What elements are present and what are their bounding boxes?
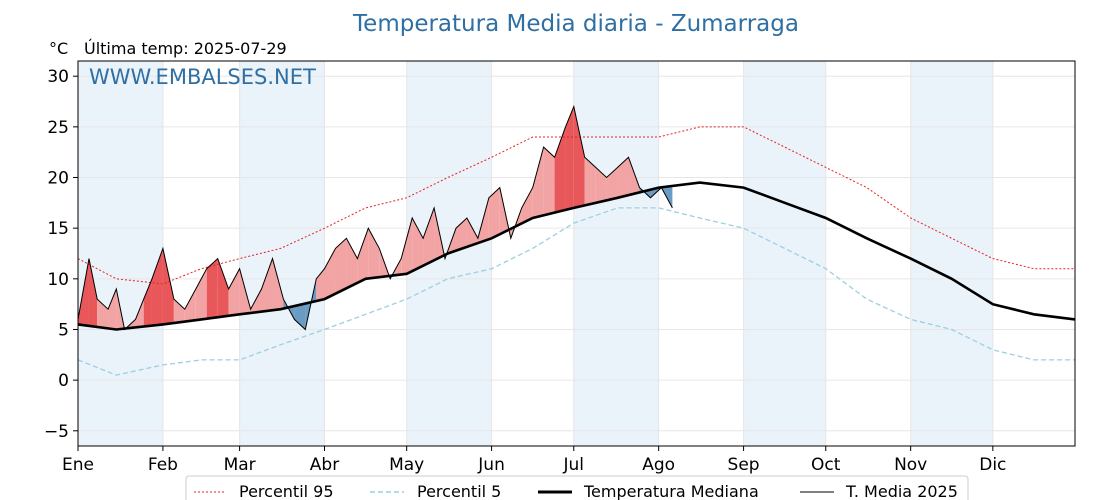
y-tick-label: 30 [47,67,69,87]
fill-above-median [272,258,284,311]
fill-above-median [143,278,152,327]
x-tick-label: Jul [563,455,585,475]
x-tick-label: Mar [224,455,256,475]
y-axis-ticks: −5 0 5 10 15 20 25 30 [44,67,78,442]
fill-above-median [357,228,369,283]
fill-above-median [628,157,640,196]
x-tick-label: Abr [310,455,339,475]
fill-above-median [88,258,98,327]
legend: Percentil 95 Percentil 5 Temperatura Med… [185,475,969,500]
series-line-p5 [77,207,1075,376]
x-tick-label: Feb [148,455,178,475]
y-tick-label: 10 [47,270,69,290]
month-bands [78,61,993,446]
x-tick-label: Ene [62,455,94,475]
series-line-median [77,181,1076,331]
legend-label-median: Temperatura Mediana [583,482,759,500]
fill-above-median [217,258,229,318]
fill-above-median [206,258,218,319]
fill-above-median [401,218,413,275]
month-band [78,61,163,446]
x-tick-label: Nov [894,455,927,475]
plot-frame [77,60,1076,447]
x-tick-label: Ago [642,455,675,475]
month-band [573,61,659,446]
fill-above-median [423,207,435,266]
legend-label-p5: Percentil 5 [417,482,501,500]
fill-above-median [108,288,117,330]
fill-above-median [228,268,240,316]
fill-above-median [584,157,596,206]
y-tick-label: 20 [47,169,69,189]
fill-above-median [554,126,566,213]
fill-above-median [617,157,629,198]
fill-above-median [595,167,607,203]
last-temp-label: Última temp: 2025-07-29 [84,39,287,58]
fill-above-median [368,228,380,279]
y-tick-label: 5 [58,320,69,340]
fill-above-median [412,218,424,272]
month-band [239,61,325,446]
y-tick-label: −5 [44,422,69,442]
fill-above-median [532,147,544,219]
y-tick-label: 25 [47,118,69,138]
fill-above-median [97,299,109,329]
fill-above-median [324,248,336,300]
fill-above-median [573,106,585,208]
fill-above-median [335,238,347,294]
watermark-text: WWW.EMBALSES.NET [89,65,316,89]
fill-above-median [565,106,574,210]
fill-above-median [135,299,144,328]
legend-label-p95: Percentil 95 [239,482,334,500]
y-tick-label: 0 [58,371,69,391]
unit-label: °C [49,39,68,58]
fill-above-median [543,147,555,216]
fill-above-median [162,248,174,325]
fill-above-median [184,288,196,322]
fill-above-median [173,299,185,323]
legend-box [185,475,969,500]
fill-above-median [346,238,358,289]
month-band [910,61,993,446]
fill-above-median [195,268,207,321]
fill-above-median [488,187,500,240]
x-tick-label: Oct [811,455,841,475]
x-axis-ticks: Ene Feb Mar Abr May Jun Jul Ago Sep Oct Nov Dic [62,446,1006,475]
month-band [743,61,826,446]
x-tick-label: May [389,455,424,475]
fill-above-median [151,248,163,326]
x-tick-label: Sep [728,455,760,475]
x-tick-label: Jun [477,455,505,475]
fill-above-median [261,258,273,312]
series-lines [77,104,1076,376]
series-line-p95 [77,126,1075,285]
fill-above-median [521,187,533,224]
fill-below-median [294,303,306,330]
x-tick-label: Dic [979,455,1006,475]
chart-title: Temperatura Media diaria - Zumarraga [352,11,799,37]
legend-label-current: T. Media 2025 [845,482,958,500]
series-line-current [77,104,673,331]
fill-above-median [466,218,478,247]
y-tick-label: 15 [47,219,69,239]
